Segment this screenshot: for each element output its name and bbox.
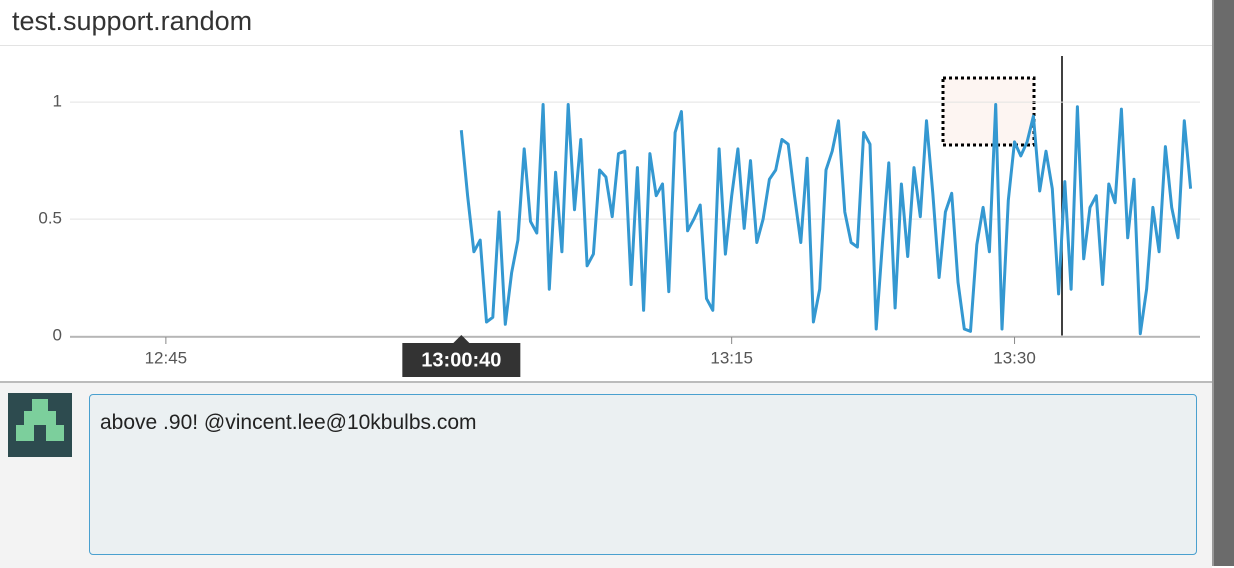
x-tick-label: 13:15: [710, 348, 753, 367]
chart: 0 0.5 1 12:45 13:15 13:30 13:00:40: [38, 56, 1200, 377]
avatar-icon: [16, 399, 64, 441]
y-tick-label: 0: [53, 325, 62, 344]
selection-box: [941, 76, 1036, 147]
x-tick-label: 13:30: [993, 348, 1036, 367]
y-tick-label: 1: [53, 92, 62, 111]
data-line: [459, 103, 1193, 336]
cursor-pointer: [453, 335, 470, 343]
comment-text: above .90! @vincent.lee@10kbulbs.com: [100, 411, 477, 434]
y-tick-label: 0.5: [38, 209, 62, 228]
cursor-box: [402, 343, 521, 377]
cursor-label: 13:00:40: [421, 349, 501, 371]
widget-title: test.support.random: [12, 6, 253, 36]
comment-area: above .90! @vincent.lee@10kbulbs.com: [0, 381, 1212, 568]
scrollbar[interactable]: [1212, 0, 1234, 566]
x-tick-label: 12:45: [145, 348, 188, 367]
avatar: [8, 393, 72, 457]
comment-input[interactable]: above .90! @vincent.lee@10kbulbs.com: [89, 394, 1197, 555]
header: test.support.random: [0, 0, 1212, 46]
